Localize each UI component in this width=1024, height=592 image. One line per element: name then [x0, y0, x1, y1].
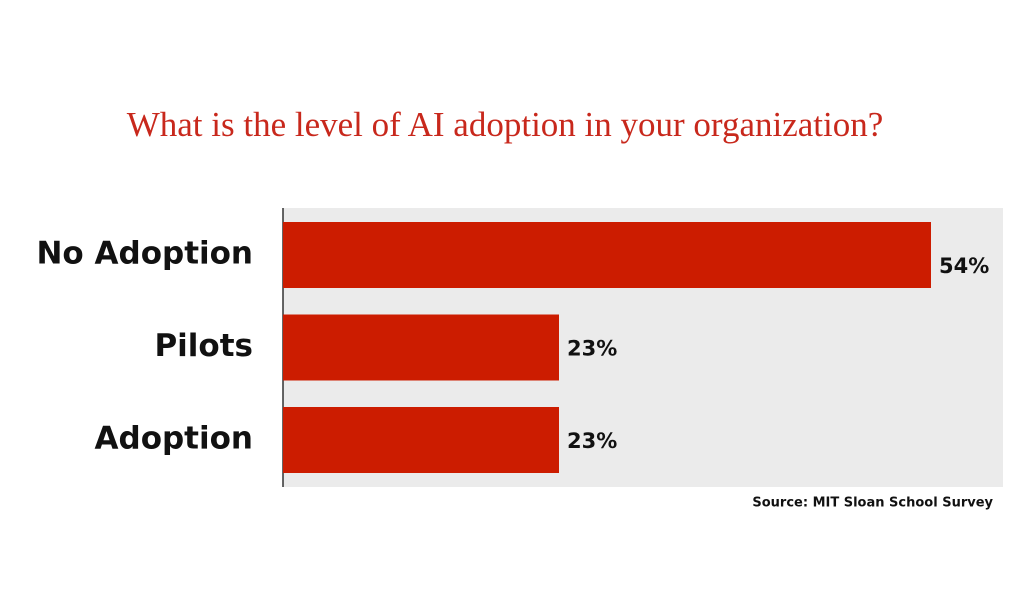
category-label: Pilots: [154, 328, 253, 364]
bar: [283, 222, 931, 288]
category-label: No Adoption: [36, 236, 253, 272]
source: Source: MIT Sloan School Survey: [752, 496, 993, 511]
value-label: 23%: [567, 429, 617, 453]
bar: [283, 314, 559, 381]
chart-title: What is the level of AI adoption in your…: [127, 105, 884, 144]
category-label: Adoption: [95, 421, 253, 457]
value-label: 23%: [567, 337, 617, 361]
bar: [283, 407, 559, 473]
value-label: 54%: [939, 254, 989, 278]
